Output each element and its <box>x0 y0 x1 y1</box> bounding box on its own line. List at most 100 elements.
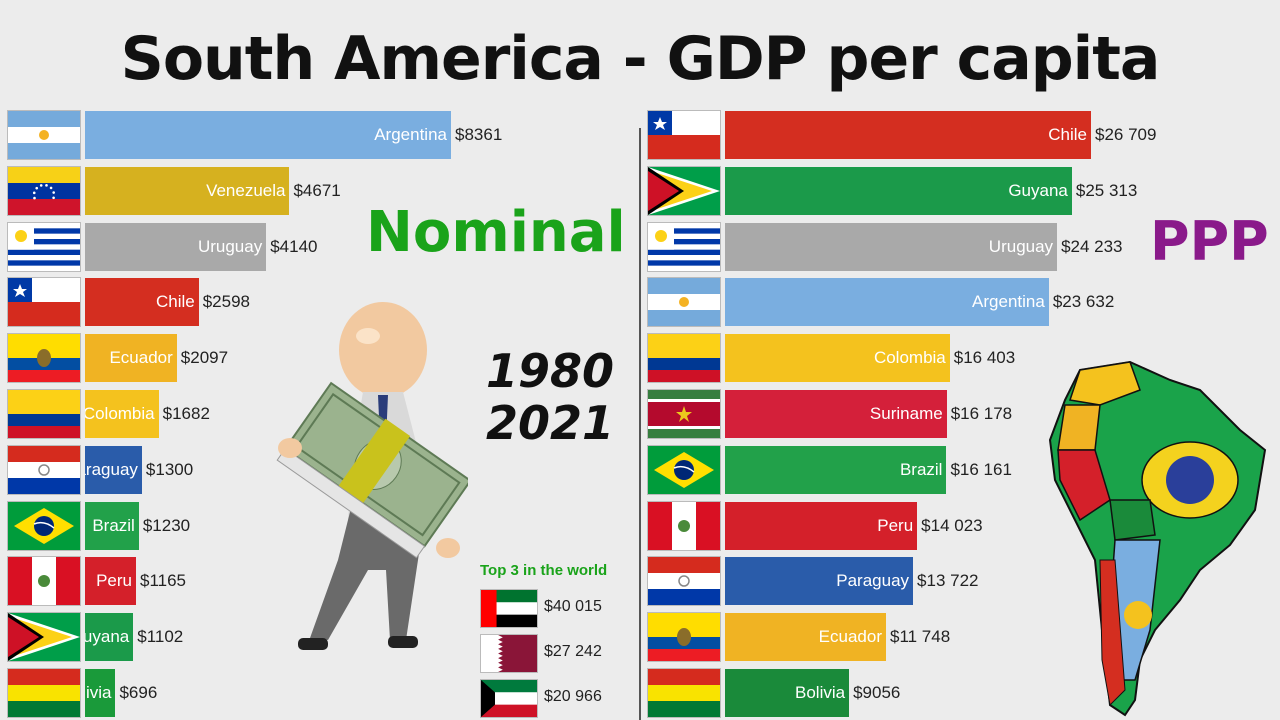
bar-label: Bolivia <box>795 683 846 702</box>
value-label: $696 <box>119 683 158 702</box>
bar-label: Argentina <box>374 125 447 144</box>
bar-label: Chile <box>155 292 195 312</box>
year-start: 1980 <box>485 344 615 398</box>
panel-divider <box>639 128 641 720</box>
bar-label: ivia <box>85 683 112 702</box>
bar-paraguay: Paraguay <box>725 557 914 606</box>
bar-label: Uruguay <box>988 236 1054 256</box>
bar-brazil: Brazil <box>725 445 947 494</box>
qatar-flag-icon <box>481 635 537 672</box>
bar-label: araguay <box>85 459 138 479</box>
bar-ecuador: Ecuador <box>85 334 177 383</box>
bar-label: uyana <box>85 627 130 647</box>
bar-suriname: Suriname <box>725 390 947 438</box>
bar-peru: Peru <box>725 501 918 550</box>
bar-label: Chile <box>1048 125 1087 144</box>
chile-flag-icon <box>8 278 80 327</box>
bar-label: Peru <box>877 515 914 535</box>
uruguay-flag-icon <box>8 222 80 271</box>
value-label: $4671 <box>293 180 341 200</box>
chart-title: South America - GDP per capita <box>120 24 1161 94</box>
value-label: $16 178 <box>950 404 1013 423</box>
peru-flag-icon <box>8 557 80 606</box>
bar-chile: Chile <box>725 111 1091 159</box>
bar-bolivia: ivia <box>85 669 116 717</box>
bar-argentina: Argentina <box>85 111 451 159</box>
value-label: $1682 <box>162 404 210 423</box>
ecuador-flag-icon <box>648 613 720 662</box>
paraguay-flag-icon <box>8 445 80 494</box>
value-label: $9056 <box>853 683 901 702</box>
bar-label: Brazil <box>899 459 943 479</box>
bar-label: Colombia <box>873 348 946 368</box>
bolivia-flag-icon <box>8 669 80 717</box>
ppp-label: PPP <box>1150 210 1269 273</box>
bar-chile: Chile <box>85 278 199 327</box>
bar-label: Venezuela <box>206 180 286 200</box>
paraguay-flag-icon <box>648 557 720 606</box>
venezuela-flag-icon <box>8 166 80 215</box>
value-label: $2097 <box>180 348 229 368</box>
top3-value: $20 966 <box>544 688 602 705</box>
bar-label: Ecuador <box>818 627 882 647</box>
bar-bolivia: Bolivia <box>725 669 850 717</box>
guyana-flag-icon <box>8 613 80 662</box>
bar-label: Brazil <box>92 515 135 535</box>
uae-flag-icon <box>481 590 537 627</box>
bar-brazil: Brazil <box>85 501 139 550</box>
bar-paraguay: araguay <box>85 445 142 494</box>
brazil-flag-icon <box>648 445 720 494</box>
brazil-flag-icon <box>8 501 80 550</box>
value-label: $8361 <box>455 125 503 144</box>
bar-argentina: Argentina <box>725 278 1049 327</box>
bar-colombia: Colombia <box>85 390 159 438</box>
bar-label: Guyana <box>1008 180 1068 200</box>
top3-title: Top 3 in the world <box>480 562 608 579</box>
value-label: $16 161 <box>950 459 1012 479</box>
argentina-flag-icon <box>648 278 720 327</box>
value-label: $25 313 <box>1075 180 1138 200</box>
bar-guyana: uyana <box>85 613 134 662</box>
nominal-label: Nominal <box>366 200 626 265</box>
businessman-illustration <box>276 302 468 650</box>
bar-label: Uruguay <box>197 236 263 256</box>
value-label: $24 233 <box>1061 236 1123 256</box>
bar-uruguay: Uruguay <box>85 222 267 271</box>
value-label: $2598 <box>202 292 250 312</box>
value-label: $23 632 <box>1052 292 1115 312</box>
uruguay-flag-icon <box>648 222 720 271</box>
value-label: $14 023 <box>921 515 983 535</box>
bar-label: Colombia <box>85 404 155 423</box>
value-label: $1230 <box>142 515 191 535</box>
colombia-flag-icon <box>648 334 720 383</box>
value-label: $13 722 <box>917 571 979 591</box>
value-label: $16 403 <box>953 348 1016 368</box>
value-label: $1165 <box>139 571 186 591</box>
peru-flag-icon <box>648 501 720 550</box>
top3-value: $27 242 <box>544 643 602 660</box>
value-label: $26 709 <box>1095 125 1157 144</box>
bar-uruguay: Uruguay <box>725 222 1058 271</box>
bolivia-flag-icon <box>648 669 720 717</box>
value-label: $11 748 <box>889 627 951 647</box>
ecuador-flag-icon <box>8 334 80 383</box>
bar-label: Ecuador <box>109 348 173 368</box>
top3-value: $40 015 <box>544 598 602 615</box>
bar-label: Argentina <box>972 292 1045 312</box>
south-america-map <box>1048 360 1267 717</box>
bar-ecuador: Ecuador <box>725 613 886 662</box>
bar-peru: Peru <box>85 557 136 606</box>
chile-flag-icon <box>648 111 720 159</box>
bar-label: Peru <box>96 571 132 591</box>
guyana-flag-icon <box>648 166 720 215</box>
year-end: 2021 <box>485 396 615 450</box>
bar-guyana: Guyana <box>725 166 1072 215</box>
suriname-flag-icon <box>648 390 720 438</box>
value-label: $1102 <box>137 627 184 647</box>
argentina-flag-icon <box>8 111 80 159</box>
bar-label: Paraguay <box>836 571 910 591</box>
kuwait-flag-icon <box>481 680 537 717</box>
bar-venezuela: Venezuela <box>85 166 290 215</box>
value-label: $4140 <box>270 236 318 256</box>
colombia-flag-icon <box>8 390 80 438</box>
